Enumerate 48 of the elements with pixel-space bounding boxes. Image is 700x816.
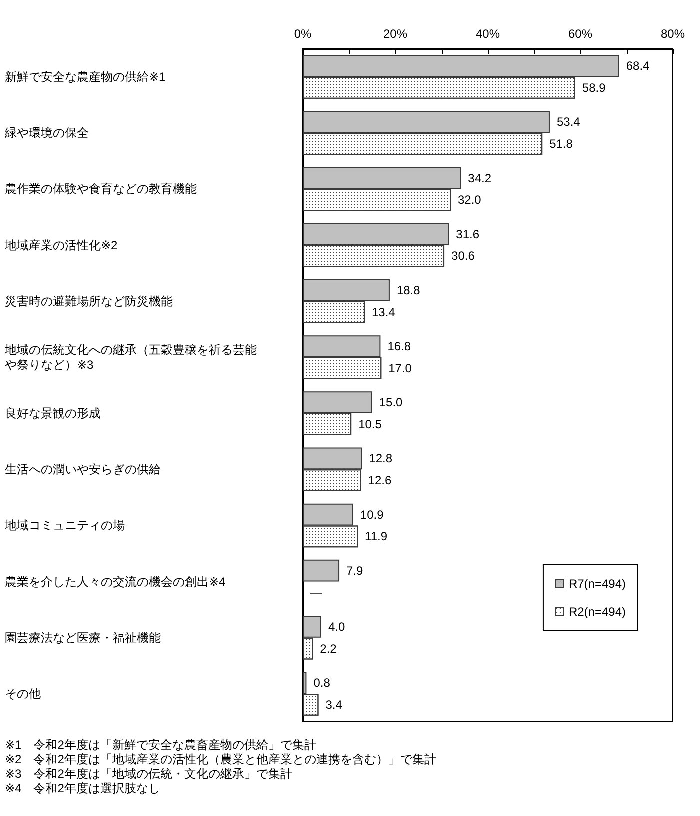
data-label: 7.9 bbox=[346, 564, 364, 578]
y-tick-label: 園芸療法など医療・福祉機能 bbox=[5, 630, 161, 645]
data-label: 0.8 bbox=[314, 676, 331, 690]
text: — bbox=[310, 586, 322, 600]
data-label: 13.4 bbox=[372, 305, 396, 320]
y-tick-label: 農作業の体験や食育などの教育機能 bbox=[5, 182, 197, 196]
data-label: 12.8 bbox=[369, 452, 393, 466]
data-label: 10.9 bbox=[360, 508, 384, 522]
data-label: 51.8 bbox=[550, 137, 574, 152]
data-label: 16.8 bbox=[388, 340, 412, 354]
data-label: 4.0 bbox=[328, 620, 346, 634]
data-label: 2.2 bbox=[320, 642, 338, 656]
data-label: 34.2 bbox=[468, 171, 492, 186]
y-tick-label: 災害時の避難場所など防災機能 bbox=[5, 294, 173, 308]
text: ※3 令和2年度は「地域の伝統・文化の継承」で集計 bbox=[5, 767, 292, 781]
data-label: 17.0 bbox=[388, 361, 412, 376]
text: ※2 令和2年度は「地域産業の活性化（農業と他産業との連携を含む）」で集計 bbox=[5, 752, 436, 766]
y-tick-label: 良好な景観の形成 bbox=[5, 406, 101, 421]
data-label: 11.9 bbox=[365, 530, 388, 544]
x-tick-label: 0% bbox=[294, 27, 312, 41]
y-tick-label: 地域産業の活性化※2 bbox=[4, 238, 118, 252]
x-tick-label: 60% bbox=[568, 27, 593, 41]
y-tick-label: 農業を介した人々の交流の機会の創出※4 bbox=[5, 574, 226, 589]
x-tick-label: 80% bbox=[660, 27, 686, 41]
data-label: 3.4 bbox=[326, 698, 343, 712]
bar bbox=[303, 560, 340, 582]
legend-label: R7(n=494) bbox=[568, 577, 626, 591]
x-tick-label: 20% bbox=[383, 27, 408, 41]
data-label: 18.8 bbox=[396, 283, 421, 298]
data-label: 53.4 bbox=[556, 115, 581, 130]
data-label: 30.6 bbox=[452, 249, 476, 264]
text: ※4 令和2年度は選択肢なし bbox=[5, 782, 160, 796]
x-tick-label: 40% bbox=[476, 27, 500, 41]
data-label: 15.0 bbox=[379, 396, 404, 410]
data-label: 31.6 bbox=[456, 227, 480, 242]
y-tick-label: 生活への潤いや安らぎの供給 bbox=[5, 462, 161, 477]
y-tick-label: 地域コミュニティの場 bbox=[4, 518, 125, 533]
y-tick-label: その他 bbox=[5, 686, 41, 701]
data-label: 58.9 bbox=[582, 80, 606, 95]
data-label: 32.0 bbox=[458, 193, 482, 208]
data-label: 68.4 bbox=[626, 59, 650, 74]
legend-label: R2(n=494) bbox=[568, 605, 626, 619]
text: ※1 令和2年度は「新鮮で安全な農畜産物の供給」で集計 bbox=[5, 738, 316, 752]
y-tick-label: 新鮮で安全な農産物の供給※1 bbox=[5, 70, 166, 84]
y-tick-label: 緑や環境の保全 bbox=[4, 126, 89, 140]
data-label: 12.6 bbox=[368, 474, 392, 488]
y-tick-label: 地域の伝統文化への継承（五穀豊穣を祈る芸能や祭りなど）※3 bbox=[4, 342, 257, 372]
data-label: 10.5 bbox=[358, 417, 382, 432]
